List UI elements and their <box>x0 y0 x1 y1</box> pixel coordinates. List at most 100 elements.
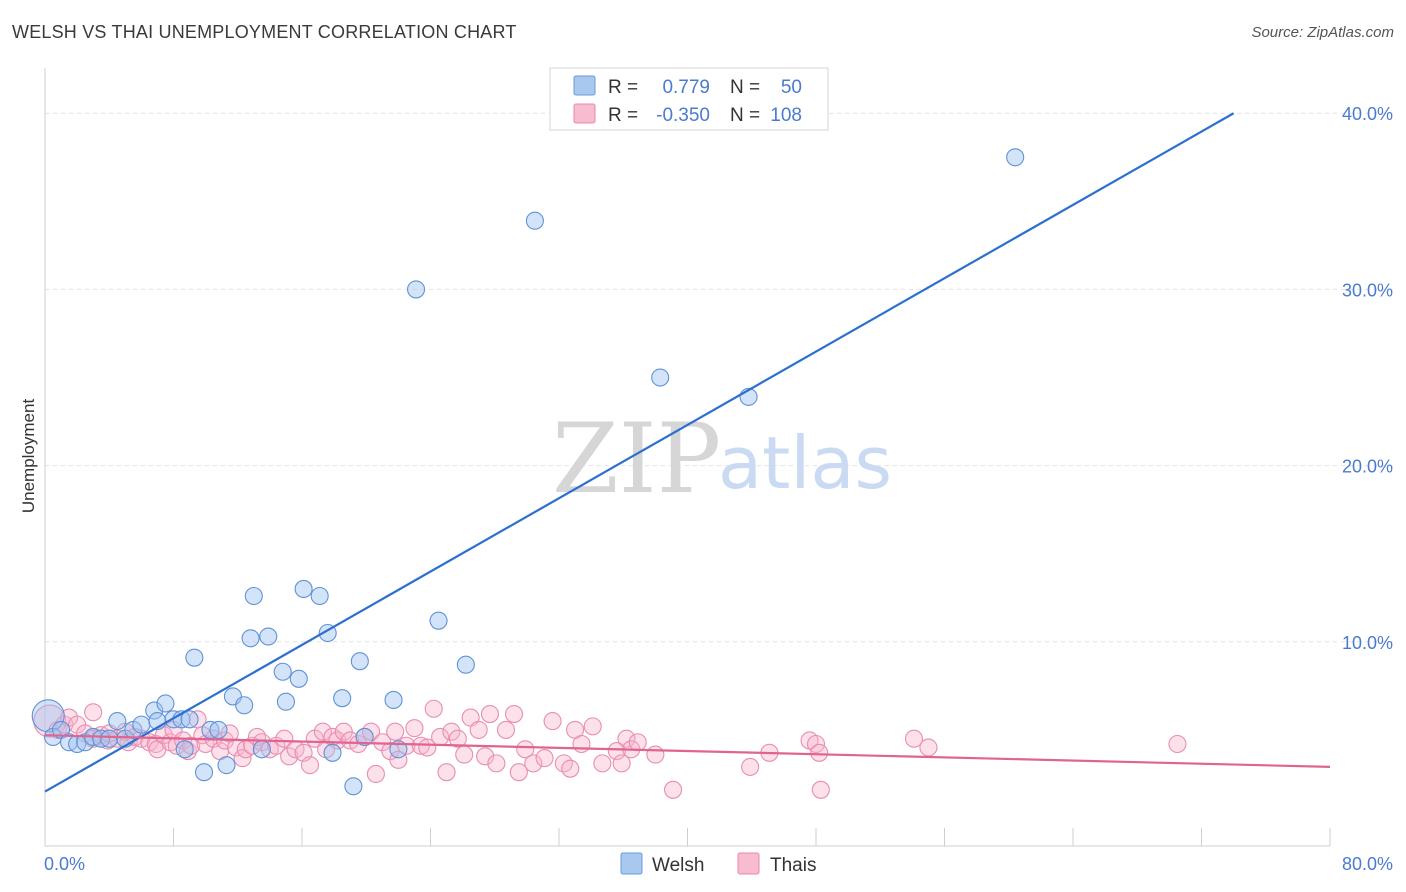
thais-point <box>437 763 456 782</box>
thais-point <box>418 738 437 757</box>
legend-welsh-swatch <box>620 852 643 875</box>
welsh-point <box>217 756 236 775</box>
welsh-point <box>350 652 369 671</box>
welsh-point <box>456 655 475 674</box>
thais-point <box>496 720 516 739</box>
series-legend: Welsh Thais <box>620 852 816 876</box>
thais-point <box>275 729 294 748</box>
watermark-atlas: atlas <box>718 421 892 505</box>
welsh-r-label: R = <box>608 77 638 98</box>
welsh-point <box>276 692 295 711</box>
axes <box>44 68 1331 847</box>
thais-point <box>593 754 612 773</box>
x-tick-label: 80.0% <box>1342 854 1393 874</box>
stats-legend: R = 0.779 N = 50 R = -0.350 N = 108 <box>549 67 829 131</box>
y-tick-label: 10.0% <box>1342 633 1393 653</box>
welsh-point <box>132 715 151 734</box>
thais-point <box>405 719 424 738</box>
thais-point <box>476 747 495 766</box>
trendlines <box>44 112 1331 793</box>
welsh-point <box>294 579 313 599</box>
y-tick-label: 40.0% <box>1342 104 1393 124</box>
y-axis-label: Unemployment <box>19 399 38 514</box>
thais-point <box>504 704 524 724</box>
thais-point <box>178 741 198 761</box>
thais-point <box>612 754 631 773</box>
thais-point <box>366 764 385 784</box>
thais-point <box>243 736 262 755</box>
welsh-n-label: N = <box>730 77 760 98</box>
thais-point <box>524 754 543 773</box>
y-tick-label: 30.0% <box>1342 280 1393 300</box>
thais-point <box>663 780 683 799</box>
legend-thais-swatch <box>737 852 760 875</box>
welsh-point <box>175 740 194 759</box>
y-tick-label: 20.0% <box>1342 457 1393 477</box>
welsh-point <box>108 712 127 731</box>
welsh-point <box>156 694 175 713</box>
welsh-legend-swatch <box>573 75 596 96</box>
thais-point <box>455 745 474 764</box>
thais-legend-swatch <box>573 103 596 124</box>
thais-point <box>572 734 591 754</box>
welsh-point <box>241 629 260 648</box>
thais-point <box>535 749 554 768</box>
welsh-point <box>525 211 544 230</box>
welsh-point <box>209 720 228 739</box>
thais-point <box>919 738 938 757</box>
thais-r-label: R = <box>608 105 638 126</box>
thais-point <box>583 717 602 736</box>
source-credit: Source: ZipAtlas.com <box>1251 24 1394 41</box>
welsh-series-points <box>31 148 1025 796</box>
welsh-point <box>323 743 342 762</box>
thais-n-label: N = <box>730 105 760 126</box>
welsh-point <box>406 280 426 299</box>
thais-point <box>543 712 562 731</box>
welsh-point <box>384 690 403 710</box>
welsh-point <box>259 627 278 646</box>
thais-point <box>516 740 535 759</box>
thais-point <box>646 745 665 764</box>
welsh-trendline <box>44 112 1235 793</box>
thais-point <box>509 763 528 782</box>
thais-series-points <box>33 699 1187 799</box>
thais-point <box>487 754 506 773</box>
thais-r-value: -0.350 <box>656 105 710 126</box>
welsh-point <box>194 763 214 782</box>
thais-trendline <box>44 734 1331 769</box>
welsh-point <box>145 701 164 720</box>
tick-labels: 10.0% 20.0% 30.0% 40.0% 0.0% 80.0% <box>44 104 1393 874</box>
x-tick-label: 0.0% <box>44 854 85 874</box>
thais-point <box>300 756 320 775</box>
welsh-point <box>180 710 199 729</box>
thais-point <box>334 722 353 741</box>
welsh-point <box>252 740 271 759</box>
welsh-r-value: 0.779 <box>662 77 710 98</box>
welsh-point <box>100 729 119 748</box>
thais-point <box>386 722 405 741</box>
thais-point <box>448 729 467 748</box>
thais-point <box>617 729 636 748</box>
grid-lines <box>45 112 1395 643</box>
thais-point <box>280 747 299 766</box>
welsh-point <box>31 699 65 733</box>
welsh-point <box>1006 148 1025 167</box>
thais-point <box>741 757 760 776</box>
thais-point <box>442 722 461 741</box>
legend-thais-label: Thais <box>770 855 816 876</box>
thais-point <box>810 743 829 762</box>
thais-point <box>424 699 443 718</box>
welsh-point <box>310 586 329 606</box>
thais-point <box>561 759 580 778</box>
welsh-point <box>273 662 292 681</box>
welsh-point <box>289 669 308 688</box>
welsh-point <box>235 696 254 715</box>
legend-welsh-label: Welsh <box>652 855 704 876</box>
thais-point <box>811 780 830 799</box>
welsh-point <box>651 368 670 387</box>
thais-point <box>1168 734 1187 754</box>
thais-n-value: 108 <box>770 105 802 126</box>
thais-point <box>904 729 924 748</box>
thais-point <box>389 750 408 769</box>
